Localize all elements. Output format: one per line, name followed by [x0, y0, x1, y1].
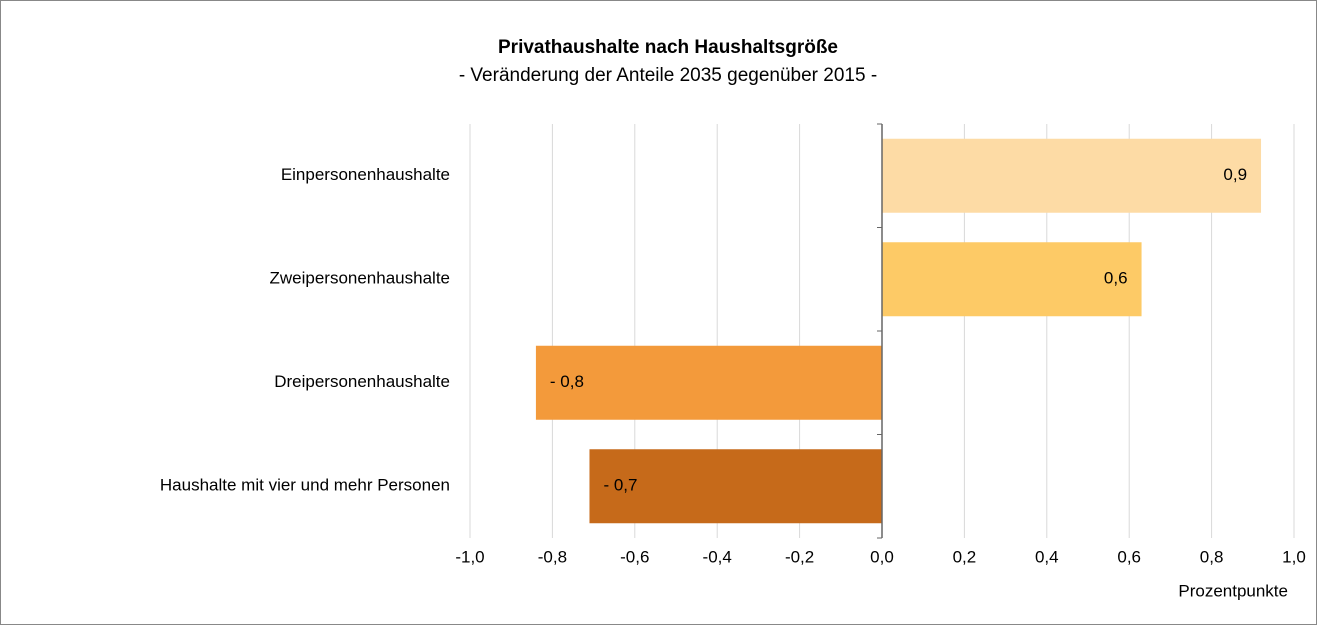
- bar: [535, 345, 882, 420]
- bar: [589, 449, 882, 524]
- y-tick-label: Zweipersonenhaushalte: [269, 269, 450, 288]
- data-label: - 0,7: [603, 476, 637, 495]
- data-label: - 0,8: [550, 372, 584, 391]
- data-label: 0,6: [1104, 269, 1128, 288]
- y-tick-label: Dreipersonenhaushalte: [274, 372, 450, 391]
- x-tick-label: 0,0: [870, 547, 894, 566]
- x-tick-label: 1,0: [1282, 547, 1306, 566]
- x-tick-label: 0,4: [1035, 547, 1059, 566]
- x-tick-label: -0,8: [538, 547, 567, 566]
- y-tick-label: Haushalte mit vier und mehr Personen: [160, 476, 450, 495]
- x-tick-label: -0,4: [703, 547, 732, 566]
- x-tick-label: -0,6: [620, 547, 649, 566]
- x-tick-label: 0,8: [1200, 547, 1224, 566]
- bar: [882, 138, 1262, 213]
- x-tick-label: -1,0: [455, 547, 484, 566]
- x-axis-label: Prozentpunkte: [1178, 581, 1288, 600]
- x-tick-label: 0,2: [953, 547, 977, 566]
- data-label: 0,9: [1223, 165, 1247, 184]
- x-tick-label: 0,6: [1117, 547, 1141, 566]
- bar: [882, 242, 1142, 317]
- chart-subtitle: - Veränderung der Anteile 2035 gegenüber…: [459, 65, 877, 86]
- chart-title: Privathaushalte nach Haushaltsgröße: [498, 37, 838, 58]
- y-tick-label: Einpersonenhaushalte: [281, 165, 450, 184]
- x-tick-label: -0,2: [785, 547, 814, 566]
